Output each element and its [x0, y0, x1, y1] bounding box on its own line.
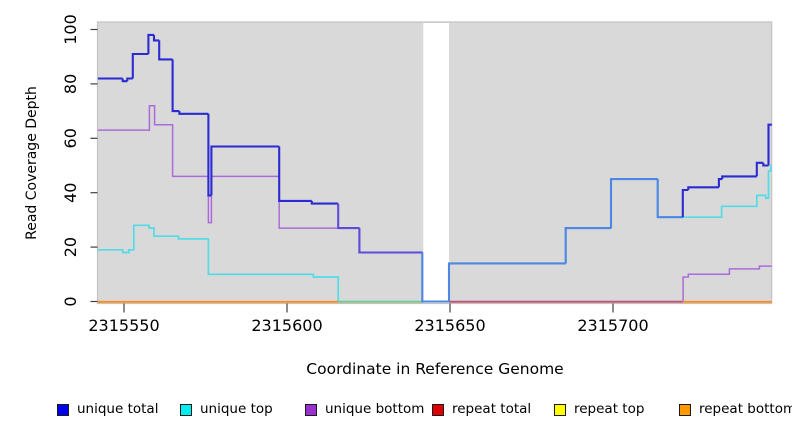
- series-line-unique-total: [762, 162, 769, 167]
- series-line-unique-total: [681, 188, 689, 218]
- series-line-unique-total: [152, 34, 160, 42]
- y-tick-label: 100: [61, 14, 80, 45]
- y-axis-title: Read Coverage Depth: [24, 86, 40, 240]
- series-line-unique-total: [609, 178, 658, 229]
- x-axis-title: Coordinate in Reference Genome: [306, 360, 564, 378]
- x-tick-label: 2315700: [577, 316, 648, 335]
- plot-border: [96, 21, 773, 305]
- series-line-unique-total: [126, 77, 133, 82]
- y-tick-label: 20: [61, 237, 80, 257]
- series-line-unique-total: [564, 227, 611, 264]
- series-line-unique-total: [310, 200, 339, 205]
- gap-band: [423, 23, 450, 304]
- series-line-unique-total: [447, 262, 566, 302]
- series-line-unique-total: [178, 111, 209, 115]
- series-line-unique-total: [158, 40, 173, 61]
- series-line-unique-total: [171, 59, 180, 113]
- y-tick-label: 80: [61, 74, 80, 94]
- series-line-unique-total: [147, 33, 154, 54]
- series-line-unique-total: [767, 123, 772, 166]
- series-line-unique-total: [358, 228, 423, 254]
- series-line-unique-bottom: [97, 104, 772, 303]
- series-line-unique-total: [210, 145, 280, 196]
- x-tick-label: 2315650: [414, 316, 485, 335]
- series-line-unique-total: [278, 146, 312, 202]
- series-line-unique-total: [131, 52, 149, 79]
- series-line-unique-total: [656, 179, 683, 219]
- series-line-unique-total: [687, 186, 719, 190]
- series-line-unique-total: [717, 178, 723, 188]
- series-line-unique-total: [121, 78, 128, 83]
- y-tick-label: 0: [61, 296, 80, 306]
- series-line-unique-total: [755, 161, 764, 177]
- series-line-unique-total: [721, 175, 757, 180]
- x-tick-label: 2315600: [251, 316, 322, 335]
- series-line-unique-total: [337, 203, 360, 230]
- x-tick-label: 2315550: [88, 316, 159, 335]
- y-tick-label: 40: [61, 183, 80, 203]
- series-line-unique-total: [421, 252, 449, 303]
- y-tick-label: 60: [61, 128, 80, 148]
